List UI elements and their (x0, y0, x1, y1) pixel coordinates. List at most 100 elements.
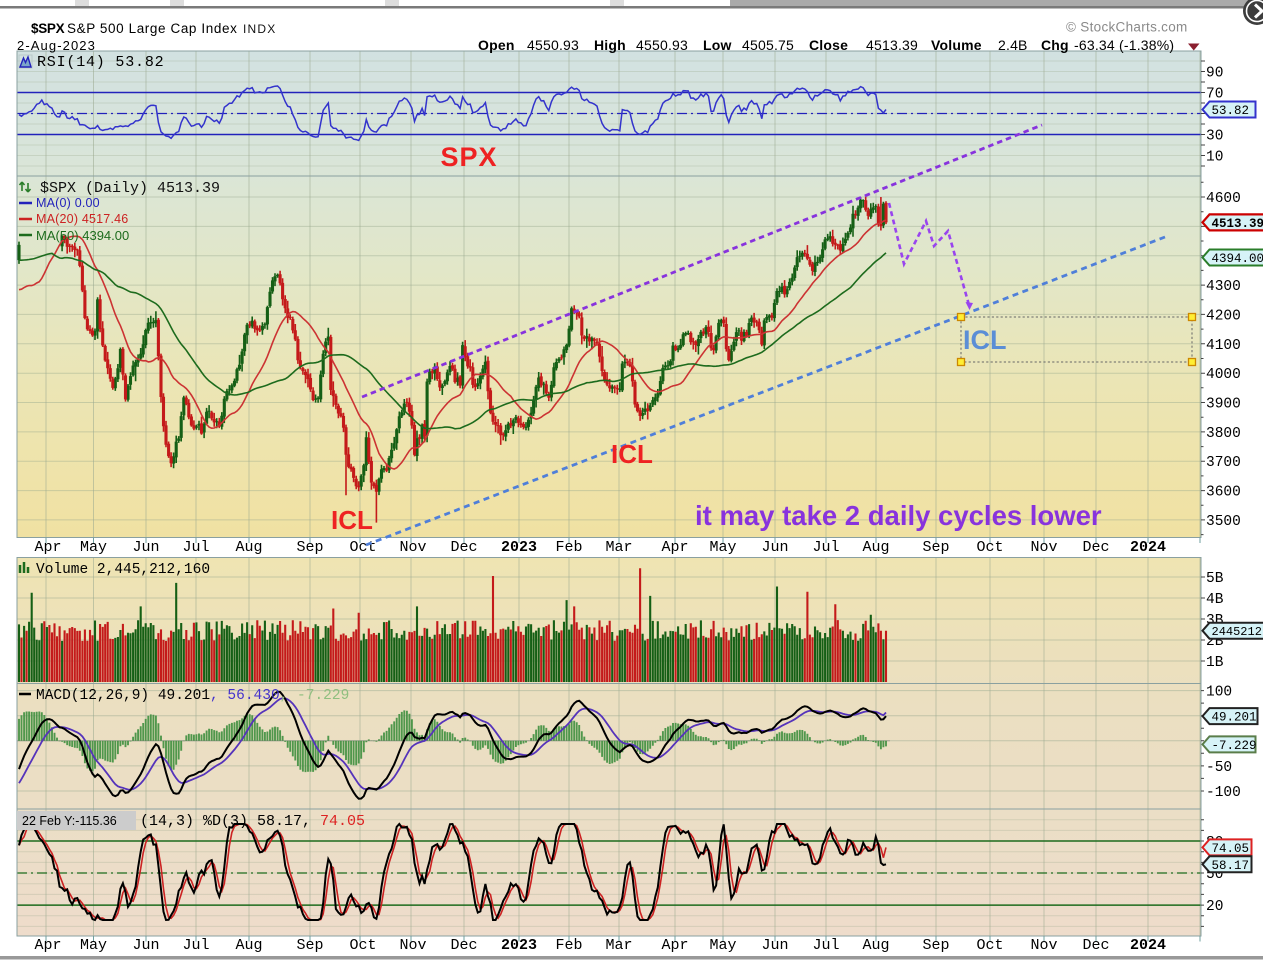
svg-text:RSI(14) 53.82: RSI(14) 53.82 (37, 54, 164, 71)
svg-text:53.82: 53.82 (1212, 104, 1250, 118)
svg-text:Low: Low (703, 37, 732, 53)
svg-text:4505.75: 4505.75 (742, 37, 794, 53)
svg-text:Sep: Sep (922, 937, 949, 954)
svg-text:4550.93: 4550.93 (636, 37, 688, 53)
svg-text:Dec: Dec (1082, 937, 1109, 954)
svg-text:70: 70 (1206, 87, 1223, 103)
svg-text:Apr: Apr (661, 937, 688, 954)
svg-text:Oct: Oct (976, 539, 1003, 556)
svg-text:$SPX: $SPX (31, 21, 65, 36)
svg-text:Apr: Apr (34, 937, 61, 954)
svg-text:ICL: ICL (331, 505, 373, 535)
svg-text:Jul: Jul (182, 937, 209, 954)
svg-text:Apr: Apr (34, 539, 61, 556)
svg-text:30: 30 (1206, 129, 1223, 145)
svg-text:Apr: Apr (661, 539, 688, 556)
svg-text:4300: 4300 (1206, 279, 1241, 295)
svg-text:High: High (594, 37, 626, 53)
svg-text:5B: 5B (1206, 571, 1224, 587)
svg-text:-100: -100 (1206, 785, 1241, 801)
svg-text:3900: 3900 (1206, 397, 1241, 413)
svg-text:Volume 2,445,212,160: Volume 2,445,212,160 (36, 562, 210, 578)
svg-text:Aug: Aug (862, 539, 889, 556)
svg-text:4600: 4600 (1206, 191, 1241, 207)
svg-text:74.05: 74.05 (1212, 842, 1250, 856)
svg-text:4394.00: 4394.00 (1212, 252, 1263, 266)
svg-text:2-Aug-2023: 2-Aug-2023 (17, 38, 96, 53)
svg-text:INDX: INDX (243, 22, 276, 36)
svg-text:Sep: Sep (296, 937, 323, 954)
svg-text:1B: 1B (1206, 655, 1224, 671)
svg-text:Feb: Feb (555, 937, 582, 954)
svg-text:Aug: Aug (235, 539, 262, 556)
svg-text:Jul: Jul (812, 937, 839, 954)
svg-text:4513.39: 4513.39 (1212, 217, 1263, 231)
svg-text:Jul: Jul (182, 539, 209, 556)
svg-text:Aug: Aug (862, 937, 889, 954)
svg-text:Jun: Jun (761, 937, 788, 954)
svg-text:Jul: Jul (812, 539, 839, 556)
svg-text:10: 10 (1206, 150, 1223, 166)
svg-text:Sep: Sep (922, 539, 949, 556)
svg-text:Aug: Aug (235, 937, 262, 954)
svg-text:4550.93: 4550.93 (527, 37, 579, 53)
svg-text:Sep: Sep (296, 539, 323, 556)
svg-text:(14,3) %D(3) 58.17, 74.05: (14,3) %D(3) 58.17, 74.05 (140, 813, 365, 830)
svg-text:Jun: Jun (761, 539, 788, 556)
svg-text:MA(0) 0.00: MA(0) 0.00 (36, 196, 100, 210)
svg-text:MA(20) 4517.46: MA(20) 4517.46 (36, 212, 128, 226)
svg-text:4B: 4B (1206, 592, 1224, 608)
svg-text:-7.229: -7.229 (1212, 739, 1257, 753)
svg-text:Nov: Nov (1030, 539, 1057, 556)
svg-text:ICL: ICL (611, 439, 653, 469)
svg-text:Feb: Feb (555, 539, 582, 556)
svg-text:Volume: Volume (931, 37, 982, 53)
svg-text:Close: Close (809, 37, 848, 53)
svg-text:22 Feb Y:-115.36: 22 Feb Y:-115.36 (22, 814, 117, 828)
svg-text:MA(50) 4394.00: MA(50) 4394.00 (36, 228, 129, 243)
svg-text:20: 20 (1206, 899, 1223, 915)
svg-text:S&P 500 Large Cap Index: S&P 500 Large Cap Index (67, 21, 237, 36)
svg-text:2024: 2024 (1130, 937, 1166, 954)
svg-text:3700: 3700 (1206, 455, 1241, 471)
svg-text:$SPX (Daily) 4513.39: $SPX (Daily) 4513.39 (40, 180, 220, 197)
svg-text:Dec: Dec (1082, 539, 1109, 556)
svg-text:MACD(12,26,9) 49.201, 56.430,: MACD(12,26,9) 49.201, 56.430, -7.229 (36, 688, 349, 704)
svg-text:Open: Open (478, 37, 515, 53)
svg-text:4200: 4200 (1206, 308, 1241, 324)
svg-text:Mar: Mar (605, 539, 632, 556)
svg-text:Oct: Oct (349, 539, 376, 556)
svg-text:Jun: Jun (132, 539, 159, 556)
svg-text:3500: 3500 (1206, 514, 1241, 530)
svg-text:Dec: Dec (450, 539, 477, 556)
svg-text:Nov: Nov (1030, 937, 1057, 954)
svg-text:Mar: Mar (605, 937, 632, 954)
svg-text:Chg: Chg (1041, 37, 1069, 53)
svg-text:2023: 2023 (501, 937, 537, 954)
svg-text:SPX: SPX (440, 142, 497, 172)
svg-text:-50: -50 (1206, 760, 1232, 776)
svg-text:Jun: Jun (132, 937, 159, 954)
svg-text:Dec: Dec (450, 937, 477, 954)
svg-text:ICL: ICL (963, 325, 1007, 355)
svg-text:3800: 3800 (1206, 426, 1241, 442)
svg-text:90: 90 (1206, 66, 1223, 82)
svg-text:2023: 2023 (501, 539, 537, 556)
svg-text:May: May (80, 937, 107, 954)
svg-text:3600: 3600 (1206, 485, 1241, 501)
svg-text:4000: 4000 (1206, 367, 1241, 383)
svg-text:it may take 2 daily cycles low: it may take 2 daily cycles lower (695, 500, 1102, 531)
svg-text:4513.39: 4513.39 (866, 37, 918, 53)
svg-text:Oct: Oct (976, 937, 1003, 954)
svg-text:Oct: Oct (349, 937, 376, 954)
svg-text:May: May (709, 539, 736, 556)
svg-text:49.201: 49.201 (1212, 711, 1257, 725)
svg-text:-63.34 (-1.38%): -63.34 (-1.38%) (1074, 37, 1174, 53)
svg-text:58.17: 58.17 (1212, 859, 1250, 873)
svg-text:2445212: 2445212 (1212, 625, 1262, 639)
svg-text:Nov: Nov (399, 539, 426, 556)
svg-text:© StockCharts.com: © StockCharts.com (1066, 20, 1188, 35)
svg-text:Nov: Nov (399, 937, 426, 954)
svg-text:4100: 4100 (1206, 338, 1241, 354)
svg-text:2024: 2024 (1130, 539, 1166, 556)
